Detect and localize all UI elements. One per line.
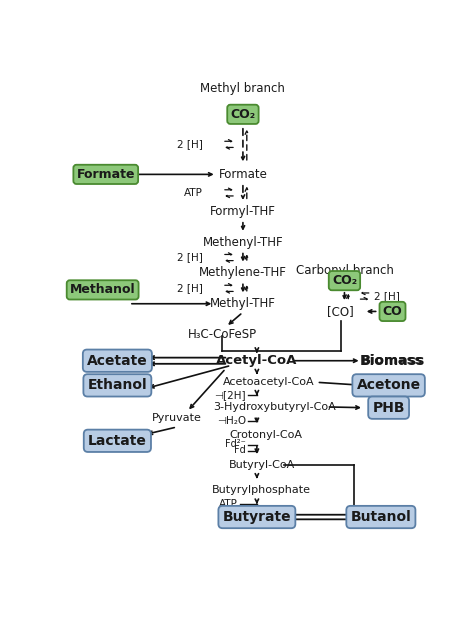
Text: Fd²⁻: Fd²⁻ <box>225 439 246 449</box>
Text: [CO]: [CO] <box>327 305 354 318</box>
Text: Biomass: Biomass <box>361 354 424 367</box>
Text: Fd: Fd <box>234 445 246 455</box>
Text: 2 [H]: 2 [H] <box>374 291 400 301</box>
Text: Methyl-THF: Methyl-THF <box>210 297 276 310</box>
Text: H₃C-CoFeSP: H₃C-CoFeSP <box>187 328 256 341</box>
Text: Crotonyl-CoA: Crotonyl-CoA <box>229 430 302 439</box>
Text: 3-Hydroxybutyryl-CoA: 3-Hydroxybutyryl-CoA <box>213 402 336 412</box>
Text: 2 [H]: 2 [H] <box>177 139 202 149</box>
Text: Pyruvate: Pyruvate <box>152 413 202 423</box>
Text: Formate: Formate <box>76 168 135 181</box>
Text: CO₂: CO₂ <box>230 108 255 121</box>
Text: Methenyl-THF: Methenyl-THF <box>202 236 283 249</box>
Text: Acetoacetyl-CoA: Acetoacetyl-CoA <box>223 377 314 387</box>
Text: Biomass: Biomass <box>360 353 425 368</box>
Text: Acetate: Acetate <box>87 353 148 368</box>
Text: Lactate: Lactate <box>88 434 147 448</box>
Text: Methyl branch: Methyl branch <box>201 82 285 95</box>
Text: Methylene-THF: Methylene-THF <box>199 266 287 279</box>
Text: ATP: ATP <box>219 499 238 509</box>
Text: CO₂: CO₂ <box>332 274 357 287</box>
Text: Butanol: Butanol <box>350 510 411 524</box>
Text: PHB: PHB <box>373 400 405 415</box>
Text: Methanol: Methanol <box>70 284 136 297</box>
Text: Carbonyl branch: Carbonyl branch <box>295 264 393 277</box>
Text: Ethanol: Ethanol <box>88 378 147 392</box>
Text: Butyryl-CoA: Butyryl-CoA <box>228 461 295 470</box>
Text: Formate: Formate <box>219 168 267 181</box>
Text: Acetone: Acetone <box>356 378 421 392</box>
Text: 2 [H]: 2 [H] <box>177 253 202 262</box>
Text: 2 [H]: 2 [H] <box>177 284 202 293</box>
Text: Acetyl-CoA: Acetyl-CoA <box>216 354 298 367</box>
Text: Formyl-THF: Formyl-THF <box>210 205 276 218</box>
Text: Butyrylphosphate: Butyrylphosphate <box>212 485 311 495</box>
Text: CO: CO <box>383 305 402 318</box>
Text: ⊣[2H]: ⊣[2H] <box>214 389 246 400</box>
Text: ATP: ATP <box>184 188 202 198</box>
Text: Butyrate: Butyrate <box>223 510 291 524</box>
Text: ⊣H₂O: ⊣H₂O <box>217 416 246 426</box>
